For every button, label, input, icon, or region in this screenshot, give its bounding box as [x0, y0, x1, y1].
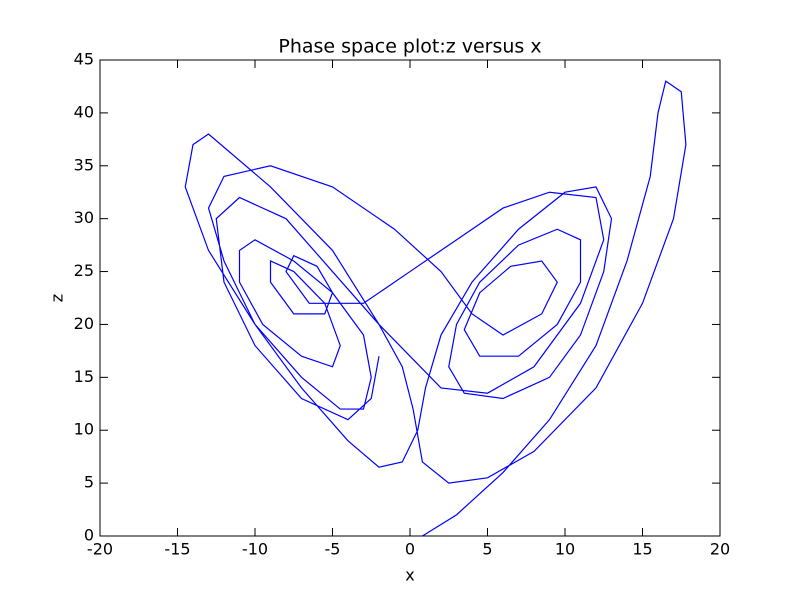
y-tick-label: 10 — [74, 420, 94, 439]
x-tick-label: -10 — [242, 540, 268, 559]
x-axis-label: x — [405, 566, 414, 585]
y-tick-label: 40 — [74, 102, 94, 121]
plot-frame — [99, 59, 721, 537]
x-tick-label: -20 — [87, 540, 113, 559]
chart-title: Phase space plot:z versus x — [278, 36, 541, 58]
y-tick-label: 25 — [74, 261, 94, 280]
y-tick-label: 45 — [74, 50, 94, 69]
x-tick-label: 15 — [632, 540, 652, 559]
x-tick-label: 5 — [482, 540, 492, 559]
x-tick-label: -15 — [164, 540, 190, 559]
y-tick-label: 15 — [74, 367, 94, 386]
x-tick-label: -5 — [325, 540, 341, 559]
y-tick-label: 5 — [84, 473, 94, 492]
data-line — [184, 80, 687, 537]
x-tick-label: 20 — [710, 540, 730, 559]
y-tick-label: 35 — [74, 155, 94, 174]
y-tick-label: 0 — [84, 526, 94, 545]
x-tick-label: 0 — [405, 540, 415, 559]
y-tick-label: 30 — [74, 208, 94, 227]
y-tick-label: 20 — [74, 314, 94, 333]
x-tick-label: 10 — [555, 540, 575, 559]
y-axis-label: z — [48, 294, 67, 302]
